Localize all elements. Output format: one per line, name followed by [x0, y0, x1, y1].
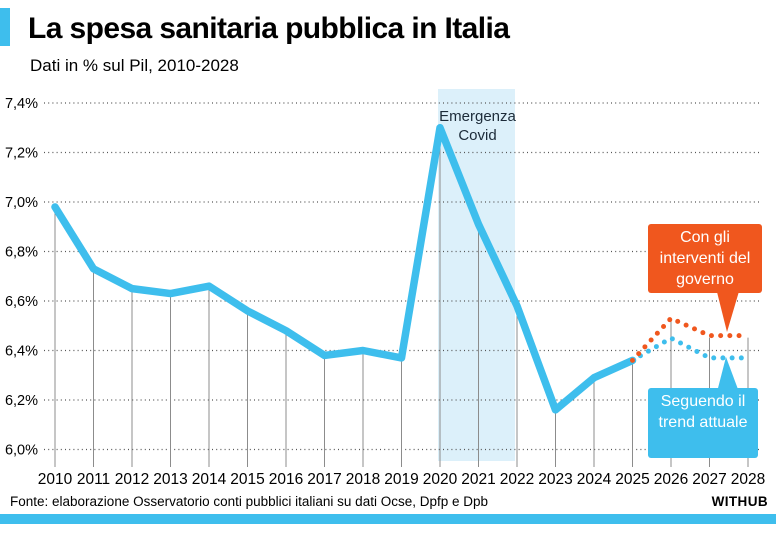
x-axis-tick-label: 2026	[654, 471, 688, 488]
government-callout: Con gli interventi del governo	[648, 224, 762, 293]
x-axis-tick-label: 2021	[461, 471, 495, 488]
x-axis-tick-label: 2017	[307, 471, 341, 488]
x-axis-tick-label: 2018	[346, 471, 380, 488]
y-axis-tick-label: 6,8%	[5, 245, 38, 261]
series-dotted-line	[630, 315, 751, 363]
brand-logo: WITHUB	[711, 494, 768, 509]
x-axis-tick-label: 2010	[38, 471, 73, 488]
x-axis-tick-label: 2011	[77, 471, 110, 488]
x-axis-tick-label: 2028	[731, 471, 765, 488]
chart-subtitle: Dati in % sul Pil, 2010-2028	[30, 56, 239, 75]
series-dotted-line	[630, 335, 751, 363]
title-accent-bar	[0, 8, 10, 46]
y-axis-tick-label: 7,0%	[5, 195, 38, 211]
y-axis-tick-label: 7,4%	[5, 96, 38, 112]
y-axis-tick-label: 6,6%	[5, 294, 38, 310]
x-axis-tick-label: 2027	[692, 471, 726, 488]
y-axis-tick-label: 7,2%	[5, 146, 38, 162]
page-title: La spesa sanitaria pubblica in Italia	[28, 12, 510, 45]
x-axis-tick-label: 2012	[115, 471, 149, 488]
x-axis-tick-label: 2019	[384, 471, 418, 488]
trend-callout-tail	[717, 357, 739, 392]
y-axis-tick-label: 6,4%	[5, 344, 38, 360]
y-axis-tick-label: 6,0%	[5, 443, 38, 459]
trend-callout: Seguendo il trend attuale	[648, 388, 758, 458]
x-axis-tick-label: 2016	[269, 471, 303, 488]
x-axis-tick-label: 2013	[153, 471, 187, 488]
series-solid-line	[51, 124, 637, 414]
covid-band-label: Covid	[458, 127, 496, 144]
y-axis-tick-label: 6,2%	[5, 393, 38, 409]
x-axis-tick-label: 2022	[500, 471, 534, 488]
x-axis-tick-label: 2025	[615, 471, 649, 488]
covid-band-label: Emergenza	[439, 108, 516, 125]
x-axis-tick-label: 2023	[538, 471, 572, 488]
x-axis-tick-label: 2020	[423, 471, 458, 488]
x-axis-tick-label: 2015	[230, 471, 264, 488]
source-note: Fonte: elaborazione Osservatorio conti p…	[10, 494, 489, 509]
footer-accent-bar	[0, 514, 776, 524]
x-axis-tick-label: 2014	[192, 471, 227, 488]
x-axis-tick-label: 2024	[577, 471, 612, 488]
government-callout-tail	[716, 288, 740, 332]
